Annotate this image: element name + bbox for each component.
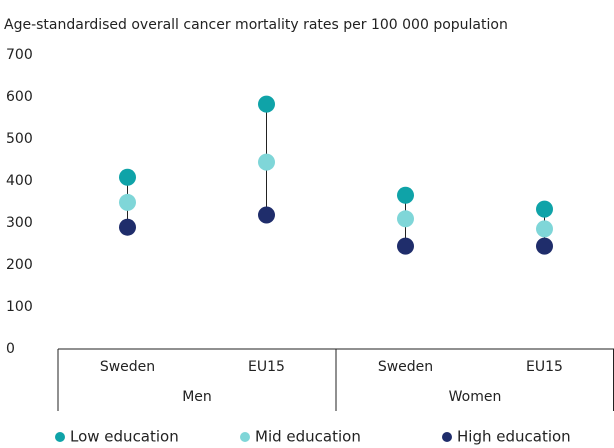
y-tick-label: 0: [6, 341, 15, 357]
dot: [536, 220, 553, 238]
x-tick-label: EU15: [526, 359, 563, 375]
y-tick-label: 600: [6, 89, 33, 105]
dot: [119, 218, 136, 236]
x-tick-label: Sweden: [378, 359, 433, 375]
dot: [258, 153, 275, 171]
legend-swatch: [240, 432, 250, 442]
dot: [397, 237, 414, 255]
y-tick-label: 400: [6, 173, 33, 189]
dot: [119, 168, 136, 186]
x-tick-label: EU15: [248, 359, 285, 375]
dot: [536, 200, 553, 218]
dot: [258, 206, 275, 224]
dot: [119, 193, 136, 211]
y-tick-label: 200: [6, 257, 33, 273]
dot: [258, 95, 275, 113]
legend-swatch: [442, 432, 452, 442]
dot: [397, 186, 414, 204]
legend-label: High education: [457, 428, 571, 446]
chart-title: Age-standardised overall cancer mortalit…: [4, 17, 508, 33]
dot: [536, 237, 553, 255]
y-tick-label: 100: [6, 299, 33, 315]
y-tick-label: 500: [6, 131, 33, 147]
group-label: Women: [449, 389, 502, 405]
group-label: Men: [182, 389, 212, 405]
dot: [397, 210, 414, 228]
y-tick-label: 300: [6, 215, 33, 231]
legend-swatch: [55, 432, 65, 442]
legend-label: Low education: [70, 428, 179, 446]
x-tick-label: Sweden: [100, 359, 155, 375]
legend-label: Mid education: [255, 428, 361, 446]
y-tick-label: 700: [6, 47, 33, 63]
